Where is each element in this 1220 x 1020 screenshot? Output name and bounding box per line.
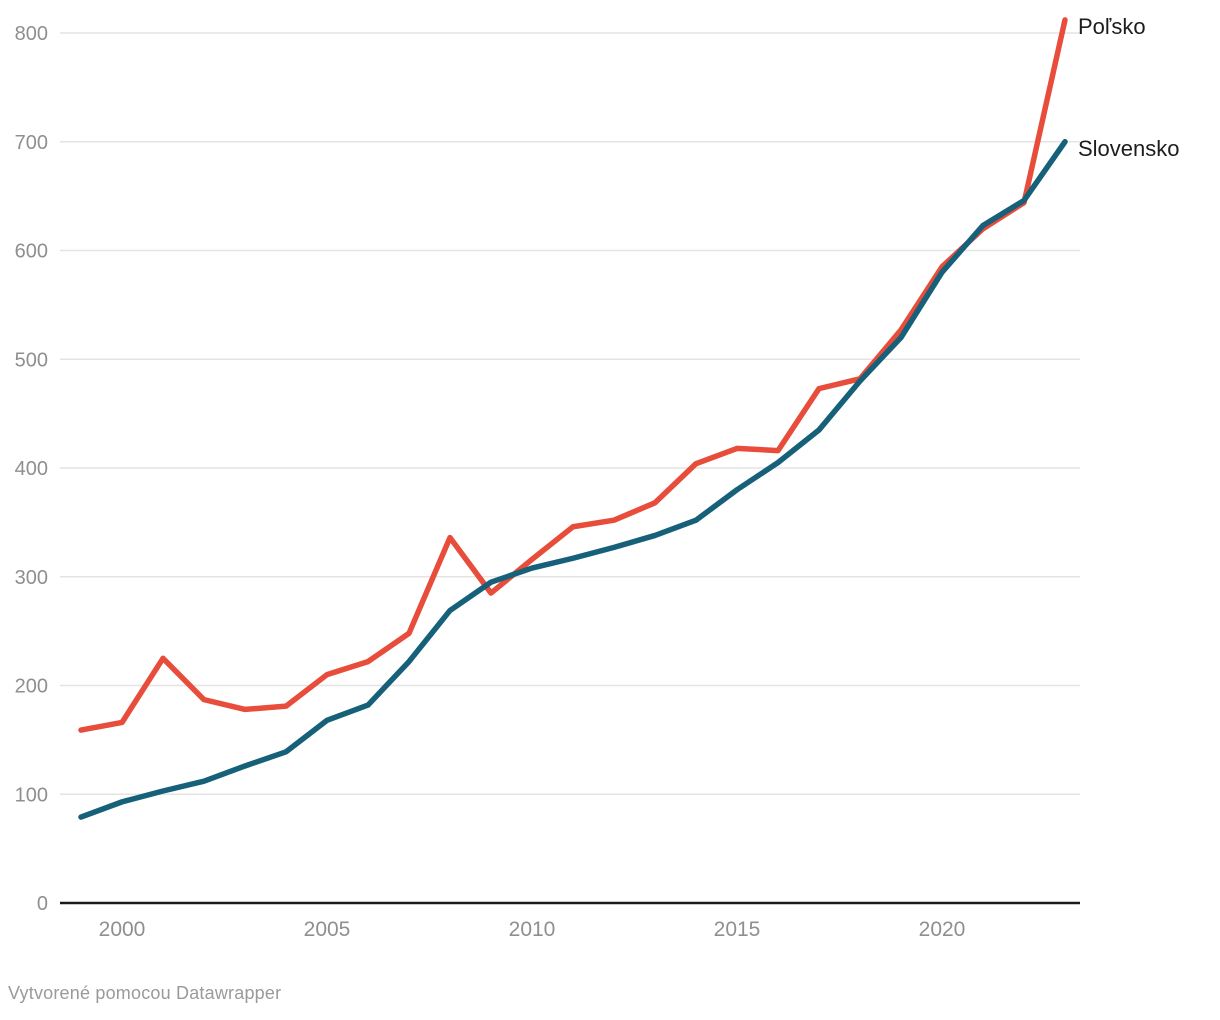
x-tick-label: 2015 (714, 918, 761, 941)
x-tick-label: 2010 (509, 918, 556, 941)
y-tick-label: 700 (15, 132, 48, 154)
polsko-line (78, 17, 1068, 733)
y-tick-label: 400 (15, 458, 48, 480)
y-tick-label: 0 (37, 893, 48, 915)
x-tick-label: 2020 (919, 918, 966, 941)
y-tick-label: 500 (15, 349, 48, 371)
y-tick-label: 600 (15, 241, 48, 263)
slovensko-line (78, 139, 1068, 820)
x-tick-label: 2005 (304, 918, 351, 941)
polsko-label: Poľsko (1078, 14, 1146, 39)
slovensko-label: Slovensko (1078, 136, 1180, 161)
x-axis-labels: 2000 2005 2010 2015 2020 (99, 918, 966, 941)
y-tick-label: 200 (15, 676, 48, 698)
gridlines (60, 32, 1080, 795)
y-tick-label: 100 (15, 784, 48, 806)
footer-credit: Vytvorené pomocou Datawrapper (8, 983, 282, 1003)
y-axis-labels: 0 100 200 300 400 500 600 700 800 (15, 23, 48, 915)
y-tick-label: 300 (15, 567, 48, 589)
y-tick-label: 800 (15, 23, 48, 45)
x-tick-label: 2000 (99, 918, 146, 941)
